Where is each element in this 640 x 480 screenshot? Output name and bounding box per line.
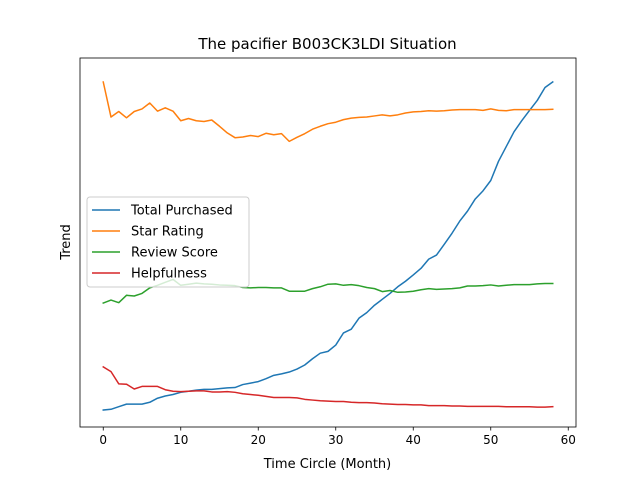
x-tick-label: 0 — [99, 433, 107, 447]
axes-frame — [79, 57, 577, 428]
x-tick-label: 10 — [173, 433, 188, 447]
legend-label: Star Rating — [131, 225, 204, 240]
series-line-helpfulness — [102, 365, 554, 408]
series-line-total-purchased — [102, 80, 554, 411]
legend-box — [86, 196, 250, 288]
x-axis-label: Time Circle (Month) — [263, 457, 391, 472]
legend-label: Helpfulness — [131, 267, 207, 282]
legend-label: Total Purchased — [130, 204, 233, 219]
chart-title: The pacifier B003CK3LDI Situation — [197, 35, 456, 53]
x-tick-label: 50 — [483, 433, 498, 447]
x-tick-label: 30 — [328, 433, 343, 447]
legend-label: Review Score — [131, 246, 218, 261]
x-tick-label: 40 — [406, 433, 421, 447]
x-tick-label: 60 — [561, 433, 576, 447]
y-axis-label: Trend — [59, 224, 74, 261]
series-line-star-rating — [102, 81, 554, 143]
x-tick-label: 20 — [251, 433, 266, 447]
legend: Total Purchased Star Rating Review Score He… — [86, 196, 250, 288]
